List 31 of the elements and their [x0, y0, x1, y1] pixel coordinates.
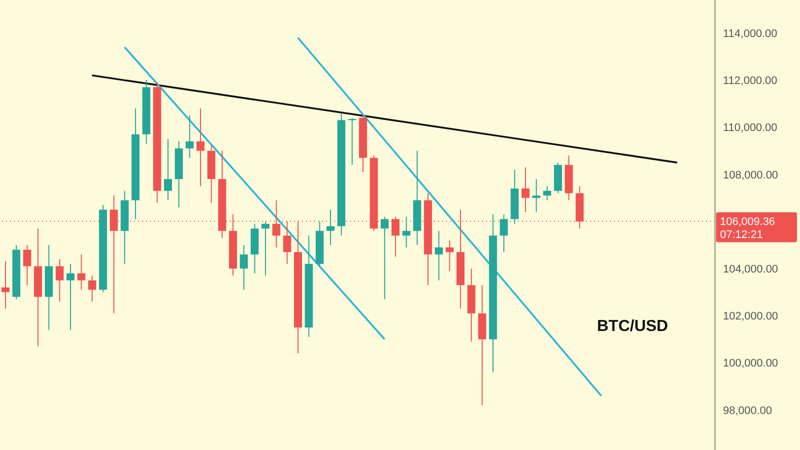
- ref-line-label: 106,009.36: [720, 216, 776, 228]
- y-tick-label: 100,000.00: [723, 358, 778, 370]
- candlestick: [77, 254, 86, 290]
- text: BTC/USD: [597, 318, 668, 336]
- y-tick-label: 102,000.00: [723, 310, 778, 323]
- candlestick: [543, 186, 552, 201]
- candlestick: [164, 138, 172, 201]
- candlestick: [380, 216, 389, 300]
- candlestick: [434, 230, 443, 281]
- y-tick-label: 108,000.00: [723, 169, 778, 182]
- y-tick-label: 98,000.00: [723, 404, 772, 417]
- y-tick-label: 114,000.00: [723, 28, 778, 40]
- candlestick: [262, 220, 270, 276]
- candlestick: [532, 178, 540, 213]
- candlestick: [522, 166, 530, 213]
- candlestick: [66, 263, 74, 330]
- candlestick: [2, 261, 10, 310]
- candlestick: [56, 258, 64, 302]
- candlestick: [23, 244, 32, 286]
- candlestick: [402, 216, 410, 248]
- y-tick-label: 104,000.00: [723, 263, 778, 276]
- candlestick: [446, 240, 454, 272]
- y-tick-label: 110,000.00: [723, 122, 778, 134]
- candlestick: [196, 108, 204, 187]
- candlestick: [240, 244, 248, 290]
- candlestick: [88, 275, 96, 302]
- text: 07:12:21: [720, 229, 763, 242]
- candlestick: [500, 214, 508, 253]
- candlestick: [186, 114, 194, 158]
- y-tick-label: 112,000.00: [723, 75, 778, 88]
- candlestick: [326, 209, 334, 246]
